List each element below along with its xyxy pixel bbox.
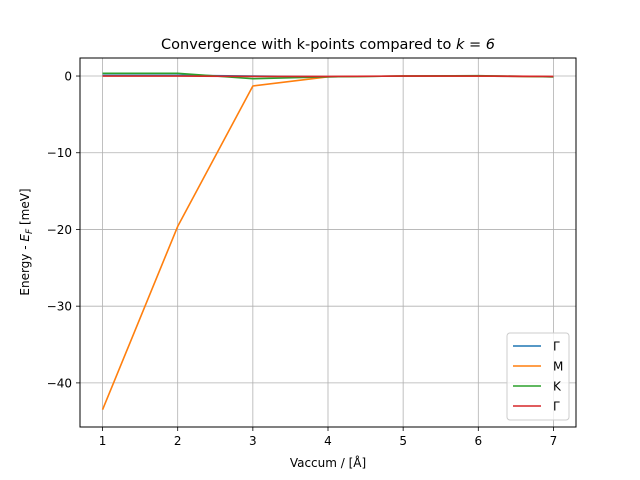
legend-label-0: Γ (553, 340, 560, 354)
x-tick-label: 7 (550, 434, 558, 448)
y-axis-ticks: 0 −10 −20 −30 −40 (47, 70, 80, 390)
y-tick-label: −30 (47, 300, 72, 314)
x-tick-label: 4 (324, 434, 332, 448)
legend-label-3: Γ (553, 400, 560, 414)
legend-box (506, 332, 570, 421)
legend-label-1: M (553, 360, 563, 374)
legend-label-2: K (553, 380, 562, 394)
chart-title: Convergence with k-points compared to k … (161, 37, 495, 53)
x-tick-label: 2 (174, 434, 182, 448)
series-lines (101, 72, 554, 411)
chart-title-math: k = 6 (456, 37, 495, 53)
y-tick-label: −20 (47, 223, 72, 237)
x-tick-label: 5 (399, 434, 407, 448)
y-tick-label: −40 (47, 376, 72, 390)
y-tick-label: −10 (47, 146, 72, 160)
x-tick-label: 3 (249, 434, 257, 448)
x-axis-label: Vaccum / [Å] (290, 455, 366, 470)
y-axis-label: Energy - EF [meV] (18, 188, 35, 295)
x-tick-label: 6 (474, 434, 482, 448)
x-axis-ticks: 1 2 3 4 5 6 7 (99, 427, 558, 448)
y-tick-label: 0 (64, 70, 72, 84)
x-tick-label: 1 (99, 434, 107, 448)
